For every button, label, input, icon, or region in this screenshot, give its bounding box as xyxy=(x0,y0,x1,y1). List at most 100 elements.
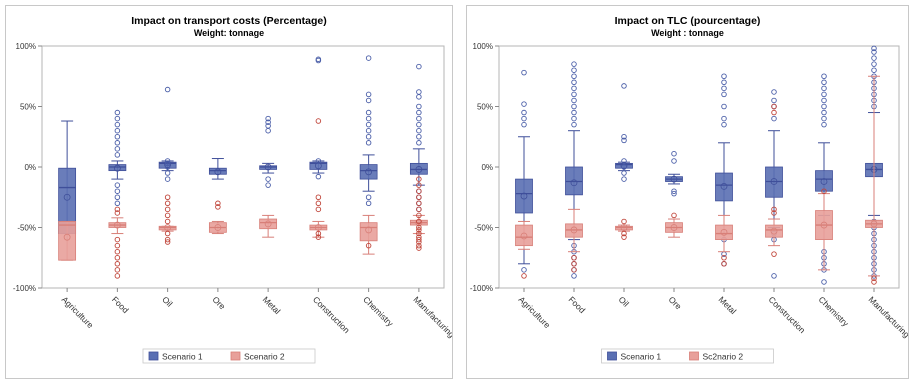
outlier-point xyxy=(365,200,372,207)
outlier-point xyxy=(164,212,171,219)
outlier-point xyxy=(164,206,171,213)
outlier-point xyxy=(164,218,171,225)
box-mean xyxy=(520,232,528,240)
box-mean xyxy=(314,162,322,170)
box-mean xyxy=(770,178,778,185)
outlier-point xyxy=(416,230,422,237)
outlier-point xyxy=(571,273,577,279)
box-mean xyxy=(720,182,728,190)
outlier-point xyxy=(571,109,577,116)
box-scenario-2-food xyxy=(108,206,127,279)
outlier-point xyxy=(621,164,627,170)
outlier-point xyxy=(571,79,577,86)
y-tick-label: 50% xyxy=(20,103,36,112)
outlier-point xyxy=(621,218,627,225)
box-scenario-1-food xyxy=(108,109,127,207)
outlier-point xyxy=(721,85,727,92)
outlier-point xyxy=(365,121,372,128)
outlier-point xyxy=(621,170,627,176)
outlier-point xyxy=(571,73,577,79)
outlier-point xyxy=(416,206,422,213)
outlier-point xyxy=(315,173,322,180)
outlier-point xyxy=(821,79,827,86)
outlier-point xyxy=(571,91,577,98)
outlier-point xyxy=(571,97,577,104)
box-mean xyxy=(720,228,728,236)
box-mean xyxy=(620,224,628,231)
box-mean xyxy=(164,161,172,168)
x-category-label: Oil xyxy=(160,294,174,308)
outlier-point xyxy=(771,206,777,213)
box-scenario-2-oil xyxy=(158,194,177,245)
box-scenario-2-agriculture xyxy=(58,220,77,261)
outlier-point xyxy=(416,236,422,243)
x-category-label: Chemistry xyxy=(361,294,396,329)
box-mean xyxy=(770,227,778,235)
outlier-point xyxy=(621,133,627,140)
box-sc2nario-2-food xyxy=(565,208,583,273)
outlier-point xyxy=(416,239,422,245)
outlier-point xyxy=(721,261,727,267)
outlier-point xyxy=(771,103,777,110)
outlier-point xyxy=(571,67,577,73)
outlier-point xyxy=(571,103,577,110)
outlier-point xyxy=(671,150,677,157)
outlier-point xyxy=(771,97,777,104)
outlier-point xyxy=(416,176,422,182)
x-category-label: Manufacturing xyxy=(867,294,908,339)
box-mean xyxy=(570,179,578,187)
outlier-point xyxy=(164,200,171,207)
box-scenario-1-ore xyxy=(665,150,683,197)
outlier-point xyxy=(114,152,121,158)
outlier-point xyxy=(114,206,121,213)
outlier-point xyxy=(721,254,727,261)
outlier-point xyxy=(114,121,121,128)
outlier-point xyxy=(114,261,121,267)
outlier-point xyxy=(114,127,121,134)
outlier-point xyxy=(114,236,121,243)
outlier-point xyxy=(315,200,322,207)
box-scenario-1-chemistry xyxy=(359,55,378,207)
chart-panel-right: Impact on TLC (pourcentage) Weight : tonn… xyxy=(466,5,909,379)
outlier-point xyxy=(114,140,121,146)
box-scenario-2-manufacturing xyxy=(409,176,428,251)
box-scenario-2-ore xyxy=(208,200,227,235)
outlier-point xyxy=(215,204,221,210)
y-tick-label: -100% xyxy=(13,284,36,293)
outlier-point xyxy=(114,267,121,273)
outlier-point xyxy=(721,73,727,79)
outlier-point xyxy=(821,97,827,104)
outlier-point xyxy=(365,109,372,116)
legend-swatch xyxy=(230,351,241,361)
box-sc2nario-2-manufacturing xyxy=(865,75,883,285)
outlier-point xyxy=(114,210,121,216)
box-mean xyxy=(164,224,172,231)
outlier-point xyxy=(521,109,527,116)
chart-title: Impact on transport costs (Percentage) xyxy=(131,15,326,27)
box-mean xyxy=(670,175,678,183)
x-category-label: Construction xyxy=(311,294,352,335)
y-tick-label: 100% xyxy=(16,42,36,51)
legend-label: Scenario 1 xyxy=(162,352,203,362)
outlier-point xyxy=(315,118,322,124)
outlier-point xyxy=(671,190,677,197)
outlier-point xyxy=(265,182,271,188)
box-body xyxy=(765,224,783,238)
outlier-point xyxy=(571,267,577,273)
box-mean xyxy=(113,221,121,229)
outlier-point xyxy=(621,234,627,240)
chart-right: Impact on TLC (pourcentage)Weight : tonn… xyxy=(470,15,908,364)
outlier-point xyxy=(114,182,121,188)
outlier-point xyxy=(721,115,727,122)
outlier-point xyxy=(621,176,627,182)
outlier-point xyxy=(821,103,827,110)
outlier-point xyxy=(521,69,527,76)
box-mean xyxy=(314,224,322,231)
box-mean xyxy=(365,168,373,176)
outlier-point xyxy=(114,194,121,200)
outlier-point xyxy=(871,279,877,285)
outlier-point xyxy=(521,101,527,107)
box-mean xyxy=(820,221,828,229)
outlier-point xyxy=(416,242,422,249)
y-tick-label: -50% xyxy=(17,224,36,233)
